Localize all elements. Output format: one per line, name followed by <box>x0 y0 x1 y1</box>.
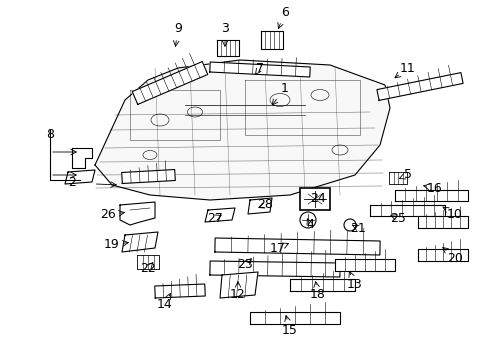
Text: 24: 24 <box>309 192 325 204</box>
Text: 25: 25 <box>389 211 405 225</box>
Text: 27: 27 <box>206 211 223 225</box>
Polygon shape <box>72 148 92 168</box>
Text: 5: 5 <box>403 168 411 181</box>
Polygon shape <box>137 255 159 269</box>
Polygon shape <box>247 198 271 214</box>
Text: 23: 23 <box>237 258 252 271</box>
Text: 6: 6 <box>281 5 288 18</box>
Polygon shape <box>289 279 354 291</box>
Polygon shape <box>214 238 379 255</box>
Text: 3: 3 <box>221 22 228 35</box>
Polygon shape <box>249 312 339 324</box>
Text: 12: 12 <box>230 288 245 302</box>
Polygon shape <box>204 208 235 222</box>
Text: 4: 4 <box>305 219 313 231</box>
Text: 2: 2 <box>68 176 76 189</box>
Text: 22: 22 <box>140 261 156 274</box>
Polygon shape <box>417 216 467 228</box>
Polygon shape <box>122 232 158 252</box>
Circle shape <box>299 212 315 228</box>
Text: 15: 15 <box>282 324 297 337</box>
Polygon shape <box>65 170 95 184</box>
Bar <box>299 188 329 210</box>
Polygon shape <box>261 31 283 49</box>
Polygon shape <box>220 272 258 298</box>
Polygon shape <box>209 62 309 77</box>
Text: 8: 8 <box>46 129 54 141</box>
Polygon shape <box>217 40 239 56</box>
Text: 10: 10 <box>446 208 462 221</box>
Text: 18: 18 <box>309 288 325 302</box>
Text: 9: 9 <box>174 22 182 35</box>
Polygon shape <box>209 261 340 277</box>
Polygon shape <box>417 249 467 261</box>
Circle shape <box>343 219 355 231</box>
Polygon shape <box>154 284 205 298</box>
Polygon shape <box>95 60 389 200</box>
Text: 13: 13 <box>346 279 362 292</box>
Text: 16: 16 <box>426 181 442 194</box>
Polygon shape <box>394 189 467 201</box>
Text: 20: 20 <box>446 252 462 265</box>
Text: 19: 19 <box>104 238 120 252</box>
Text: 26: 26 <box>100 208 116 221</box>
Polygon shape <box>369 204 444 216</box>
Polygon shape <box>132 62 207 104</box>
Polygon shape <box>120 202 155 225</box>
Text: 28: 28 <box>257 198 272 211</box>
Text: 17: 17 <box>269 242 285 255</box>
Text: 11: 11 <box>399 62 415 75</box>
Text: 14: 14 <box>157 298 173 311</box>
Polygon shape <box>122 170 175 184</box>
Polygon shape <box>334 259 394 271</box>
Text: 21: 21 <box>349 221 365 234</box>
Polygon shape <box>376 73 462 100</box>
Text: 1: 1 <box>281 81 288 94</box>
Polygon shape <box>388 172 406 184</box>
Text: 7: 7 <box>256 62 264 75</box>
